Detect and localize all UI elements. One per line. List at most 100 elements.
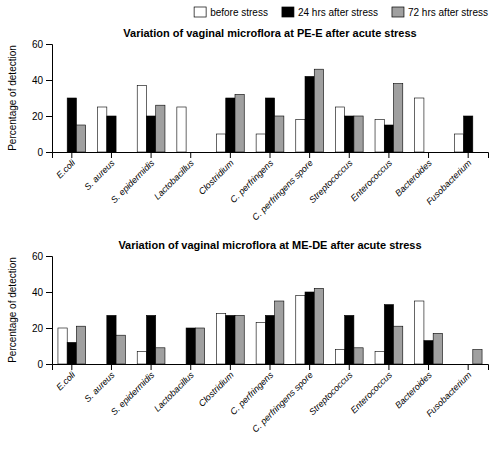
bars — [67, 69, 473, 152]
tick: Streptococcus — [307, 152, 355, 205]
tick-mark — [270, 364, 271, 370]
tick: Enterococcus — [349, 152, 395, 203]
tick-label: 40 — [32, 287, 44, 298]
tick-label: Lactobacillus — [152, 157, 196, 201]
tick: 0 — [37, 359, 52, 370]
bar — [433, 152, 442, 153]
tick: Streptococcus — [307, 364, 355, 417]
legend-label: 72 hrs after stress — [408, 7, 488, 18]
bar — [415, 98, 424, 152]
bar — [473, 350, 482, 364]
legend-item: before stress — [194, 7, 268, 18]
x-axis: E.coliS. aureusS. epidermidisLactobacill… — [53, 152, 489, 223]
tick-label: S. aureus — [82, 157, 117, 192]
tick-mark — [71, 364, 72, 370]
bar — [354, 116, 363, 152]
bar — [424, 341, 433, 364]
bar — [275, 301, 284, 364]
tick: 20 — [32, 111, 52, 122]
tick-label: 0 — [37, 147, 43, 158]
tick-mark — [111, 152, 112, 158]
bar — [137, 85, 146, 152]
bar — [235, 94, 244, 152]
bar — [98, 107, 107, 152]
tick-label: S. aureus — [82, 369, 117, 404]
bar — [226, 315, 235, 364]
tick-label: 60 — [32, 39, 44, 50]
bar — [433, 333, 442, 364]
bar-series — [67, 292, 433, 364]
tick-mark — [309, 152, 310, 158]
bar — [305, 292, 314, 364]
bar — [58, 328, 67, 364]
tick-label: Enterococcus — [349, 157, 395, 203]
tick-mark — [46, 44, 52, 45]
tick: 60 — [32, 39, 52, 50]
tick: S. epidermidis — [109, 152, 157, 205]
bar — [335, 350, 344, 364]
tick-label: 60 — [32, 251, 44, 262]
tick: 40 — [32, 287, 52, 298]
title: Variation of vaginal microflora at ME-DE… — [118, 239, 421, 251]
tick: Clostridium — [197, 364, 236, 409]
tick: 60 — [32, 251, 52, 262]
tick-label: 40 — [32, 75, 44, 86]
legend-swatch — [392, 7, 404, 17]
bar — [195, 152, 204, 153]
legend-item: 72 hrs after stress — [392, 7, 488, 18]
tick-mark — [190, 364, 191, 370]
tick: C. perfringens spore — [250, 364, 315, 435]
tick-label: S. epidermidis — [109, 369, 157, 417]
bar — [314, 288, 323, 364]
bar — [354, 348, 363, 364]
bar — [394, 84, 403, 152]
bar — [256, 323, 265, 364]
tick-mark — [349, 364, 350, 370]
tick-label: S. epidermidis — [109, 157, 157, 205]
bar — [296, 120, 305, 152]
bar — [116, 335, 125, 364]
panel: 0 20 40 60 E.coliS. aureusS. epidermidisLact… — [7, 27, 489, 223]
bar — [146, 315, 155, 364]
bar — [275, 116, 284, 152]
tick-mark — [46, 328, 52, 329]
tick-mark — [468, 152, 469, 158]
tick-label: Clostridium — [197, 157, 236, 196]
bar-series — [76, 69, 402, 152]
bar — [335, 107, 344, 152]
bar — [296, 296, 305, 364]
tick: 20 — [32, 323, 52, 334]
tick: Clostridium — [197, 152, 236, 197]
tick-label: Streptococcus — [307, 157, 355, 205]
bar — [415, 301, 424, 364]
tick-mark — [71, 152, 72, 158]
bar — [345, 116, 354, 152]
tick-mark — [46, 292, 52, 293]
tick-mark — [46, 80, 52, 81]
bar-series — [98, 85, 464, 152]
bar — [314, 69, 323, 152]
bar — [177, 364, 186, 365]
tick-label: Enterococcus — [349, 369, 395, 415]
bar — [177, 107, 186, 152]
y-label: Percentage of detection — [7, 257, 18, 363]
axis-line — [46, 257, 53, 365]
bar — [265, 98, 274, 152]
tick: Bacteroides — [393, 364, 434, 410]
tick: S. aureus — [82, 364, 117, 404]
bar — [394, 326, 403, 364]
tick-label: Bacteroides — [393, 369, 434, 410]
tick: Fusobacterium — [424, 364, 474, 419]
tick-label: 20 — [32, 111, 44, 122]
bar-series — [67, 76, 473, 152]
bar — [107, 315, 116, 364]
bar — [464, 116, 473, 152]
axis-line — [46, 45, 53, 153]
tick-label: E.coli — [54, 369, 77, 392]
bar — [235, 315, 244, 364]
bar — [375, 351, 384, 364]
axis-line — [53, 153, 489, 159]
legend-label: 24 hrs after stress — [298, 7, 378, 18]
tick-mark — [230, 364, 231, 370]
bar-series — [76, 288, 482, 364]
